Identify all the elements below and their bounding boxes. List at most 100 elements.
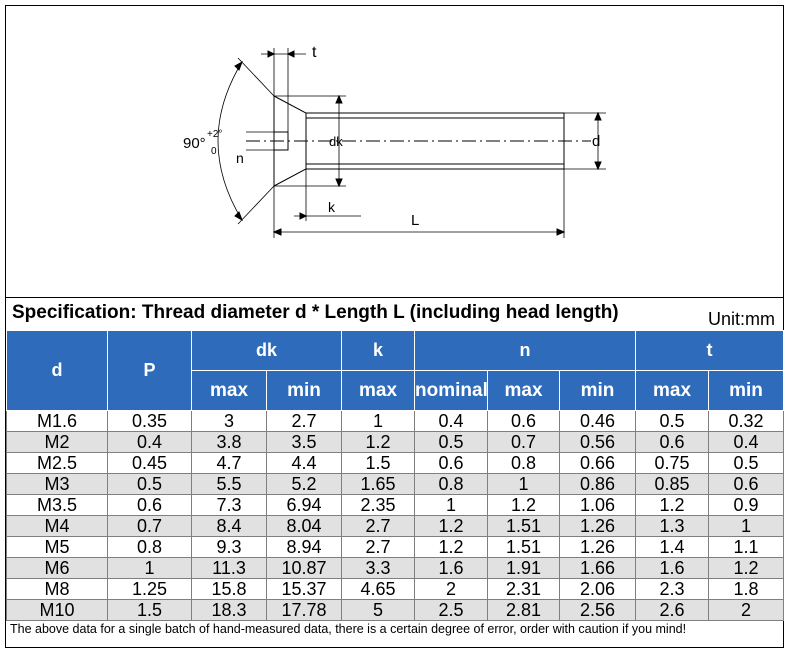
cell-n-min: 2.06 <box>559 578 637 600</box>
header-n-nominal: nominal <box>414 370 489 411</box>
cell-d: M1.6 <box>6 410 108 432</box>
label-k: k <box>328 199 336 215</box>
cell-dk-min: 17.78 <box>265 599 343 621</box>
specification-bar: Specification: Thread diameter d * Lengt… <box>6 297 783 330</box>
table-row: M2 0.4 3.8 3.5 1.2 0.5 0.7 0.56 0.6 0.4 <box>6 431 785 453</box>
table-body: M1.6 0.35 3 2.7 1 0.4 0.6 0.46 0.5 0.32 M2 0.4 3.8 3… <box>6 410 785 621</box>
cell-t-max: 2.6 <box>635 599 710 621</box>
label-angle-lower: 0 <box>211 146 217 157</box>
cell-t-min: 1.1 <box>708 536 785 558</box>
screw-technical-drawing: t 90° +2° 0 n dk k L d <box>6 6 783 296</box>
specification-table: d P dk k n t max min max nominal max min… <box>6 330 785 621</box>
label-angle: 90° <box>183 135 206 152</box>
cell-n-min: 0.56 <box>559 431 637 453</box>
table-row: M1.6 0.35 3 2.7 1 0.4 0.6 0.46 0.5 0.32 <box>6 410 785 432</box>
cell-n-min: 0.86 <box>559 473 637 495</box>
cell-d: M10 <box>6 599 108 621</box>
page-frame <box>5 5 784 648</box>
table-row: M5 0.8 9.3 8.94 2.7 1.2 1.51 1.26 1.4 1.1 <box>6 536 785 558</box>
cell-n-max: 0.7 <box>487 431 561 453</box>
cell-n-max: 1 <box>487 473 561 495</box>
cell-n-nominal: 1 <box>414 494 489 516</box>
cell-p: 0.7 <box>107 515 192 537</box>
header-t-min: min <box>708 370 785 411</box>
header-t: t <box>635 330 785 371</box>
cell-dk-max: 15.8 <box>191 578 267 600</box>
cell-d: M5 <box>6 536 108 558</box>
cell-dk-min: 8.94 <box>265 536 343 558</box>
label-t: t <box>312 44 317 61</box>
cell-n-nominal: 0.4 <box>414 410 489 432</box>
screw-diagram: t 90° +2° 0 n dk k L d <box>183 44 606 238</box>
cell-n-max: 2.31 <box>487 578 561 600</box>
cell-dk-min: 2.7 <box>265 410 343 432</box>
cell-n-min: 2.56 <box>559 599 637 621</box>
cell-k-max: 1.2 <box>341 431 416 453</box>
cell-n-min: 0.46 <box>559 410 637 432</box>
cell-dk-min: 5.2 <box>265 473 343 495</box>
cell-n-max: 0.6 <box>487 410 561 432</box>
cell-p: 0.45 <box>107 452 192 474</box>
cell-dk-min: 8.04 <box>265 515 343 537</box>
disclaimer-footnote: The above data for a single batch of han… <box>10 622 687 636</box>
cell-d: M8 <box>6 578 108 600</box>
cell-n-max: 1.2 <box>487 494 561 516</box>
cell-k-max: 3.3 <box>341 557 416 579</box>
header-dk-min: min <box>265 370 343 411</box>
table-row: M6 1 11.3 10.87 3.3 1.6 1.91 1.66 1.6 1.2 <box>6 557 785 579</box>
cell-t-min: 1.2 <box>708 557 785 579</box>
cell-d: M4 <box>6 515 108 537</box>
cell-t-max: 2.3 <box>635 578 710 600</box>
cell-t-min: 0.4 <box>708 431 785 453</box>
cell-k-max: 4.65 <box>341 578 416 600</box>
cell-d: M3 <box>6 473 108 495</box>
cell-n-nominal: 0.8 <box>414 473 489 495</box>
header-k: k <box>341 330 416 371</box>
table-row: M2.5 0.45 4.7 4.4 1.5 0.6 0.8 0.66 0.75 0.5 <box>6 452 785 474</box>
cell-n-nominal: 2 <box>414 578 489 600</box>
cell-dk-min: 3.5 <box>265 431 343 453</box>
cell-n-max: 1.51 <box>487 515 561 537</box>
cell-d: M2.5 <box>6 452 108 474</box>
cell-t-min: 0.32 <box>708 410 785 432</box>
cell-d: M3.5 <box>6 494 108 516</box>
cell-t-max: 1.2 <box>635 494 710 516</box>
unit-label: Unit:mm <box>708 309 775 329</box>
cell-dk-max: 9.3 <box>191 536 267 558</box>
cell-n-max: 1.91 <box>487 557 561 579</box>
cell-n-nominal: 1.2 <box>414 515 489 537</box>
cell-t-max: 0.75 <box>635 452 710 474</box>
cell-t-min: 0.9 <box>708 494 785 516</box>
cell-t-max: 1.4 <box>635 536 710 558</box>
cell-dk-min: 4.4 <box>265 452 343 474</box>
label-L: L <box>411 212 419 229</box>
header-n-max: max <box>487 370 561 411</box>
cell-n-max: 2.81 <box>487 599 561 621</box>
cell-n-nominal: 2.5 <box>414 599 489 621</box>
label-angle-upper: +2° <box>207 129 222 140</box>
cell-p: 0.4 <box>107 431 192 453</box>
cell-n-max: 1.51 <box>487 536 561 558</box>
cell-t-min: 1.8 <box>708 578 785 600</box>
label-d: d <box>592 133 600 150</box>
cell-n-min: 1.66 <box>559 557 637 579</box>
cell-p: 1.25 <box>107 578 192 600</box>
cell-t-max: 0.85 <box>635 473 710 495</box>
cell-k-max: 2.7 <box>341 515 416 537</box>
header-p: P <box>107 330 192 411</box>
cell-n-min: 1.06 <box>559 494 637 516</box>
cell-p: 0.5 <box>107 473 192 495</box>
table-row: M8 1.25 15.8 15.37 4.65 2 2.31 2.06 2.3 1.8 <box>6 578 785 600</box>
header-n: n <box>414 330 637 371</box>
cell-dk-min: 15.37 <box>265 578 343 600</box>
table-row: M10 1.5 18.3 17.78 5 2.5 2.81 2.56 2.6 2 <box>6 599 785 621</box>
cell-dk-min: 10.87 <box>265 557 343 579</box>
header-k-max: max <box>341 370 416 411</box>
cell-dk-max: 8.4 <box>191 515 267 537</box>
cell-p: 0.8 <box>107 536 192 558</box>
table-row: M4 0.7 8.4 8.04 2.7 1.2 1.51 1.26 1.3 1 <box>6 515 785 537</box>
cell-t-min: 2 <box>708 599 785 621</box>
header-d: d <box>6 330 108 411</box>
cell-dk-max: 3.8 <box>191 431 267 453</box>
cell-n-nominal: 1.6 <box>414 557 489 579</box>
